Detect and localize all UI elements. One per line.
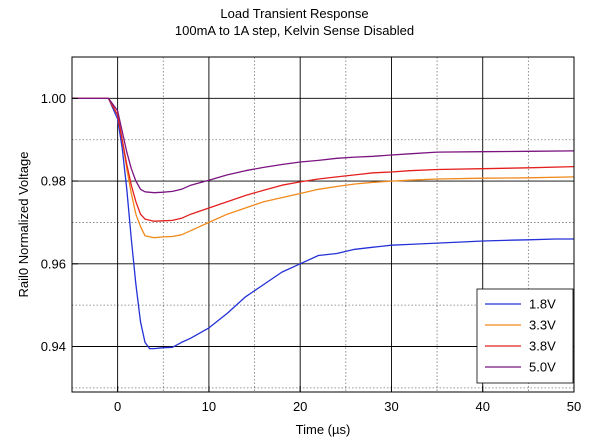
x-axis-label: Time (µs) [296,422,351,437]
y-tick-label: 0.96 [41,256,66,271]
series-line-1.8V [72,97,574,350]
y-tick-label: 0.98 [41,174,66,189]
y-tick-label: 1.00 [41,91,66,106]
x-tick-label: 10 [202,399,216,414]
chart-title: Load Transient Response [220,6,369,21]
x-tick-label: 40 [475,399,489,414]
series-line-3.8V [72,97,575,222]
legend-box [476,288,574,384]
series-line-3.3V [72,97,575,239]
axis-ticks: 0 10 20 30 40 50 0.94 0.96 0.98 1.00 [41,91,582,414]
x-tick-label: 20 [293,399,307,414]
legend-label: 1.8V [529,297,556,312]
series-line-5.0V [72,97,575,194]
chart-subtitle: 100mA to 1A step, Kelvin Sense Disabled [174,23,415,38]
x-tick-label: 0 [114,399,121,414]
legend-label: 3.3V [529,318,556,333]
x-tick-label: 30 [384,399,398,414]
series-lines [72,97,575,350]
x-tick-label: 50 [567,399,581,414]
plot-frame [71,56,575,393]
y-axis-label: Rail0 Normalized Voltage [16,152,31,298]
legend-label: 3.8V [529,339,556,354]
legend: 1.8V 3.3V 3.8V 5.0V [476,288,574,384]
y-tick-label: 0.94 [41,339,66,354]
legend-label: 5.0V [529,360,556,375]
